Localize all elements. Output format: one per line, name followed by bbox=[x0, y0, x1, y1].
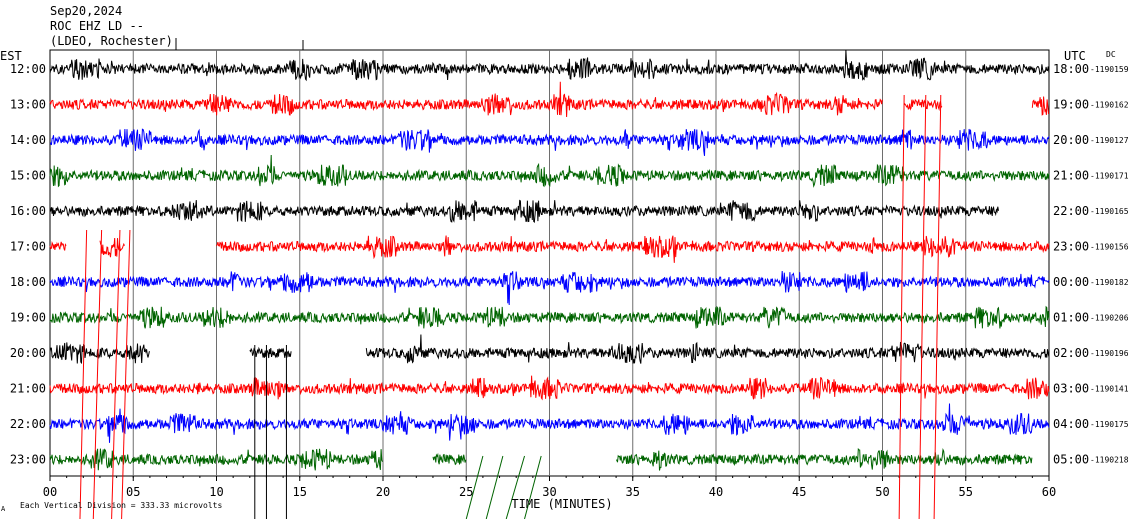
row-dc-offset: -1190156 bbox=[1090, 243, 1129, 252]
seismic-trace bbox=[49, 305, 1050, 329]
row-label-local: 19:00 bbox=[10, 311, 46, 325]
x-tick-label: 40 bbox=[709, 485, 723, 499]
seismic-trace bbox=[49, 50, 1050, 82]
x-tick-label: 60 bbox=[1042, 485, 1056, 499]
row-dc-offset: -1190218 bbox=[1090, 456, 1129, 465]
seismic-trace bbox=[49, 154, 1050, 188]
dc-label: DC bbox=[1106, 50, 1116, 59]
row-dc-offset: -1190165 bbox=[1090, 207, 1129, 216]
spike-line bbox=[505, 455, 526, 519]
row-label-utc: 00:00 bbox=[1053, 275, 1089, 289]
row-dc-offset: -1190171 bbox=[1090, 172, 1129, 181]
scale-mark: A bbox=[1, 505, 6, 513]
row-label-utc: 20:00 bbox=[1053, 133, 1089, 147]
seismic-trace bbox=[903, 98, 943, 112]
station-label: ROC EHZ LD -- bbox=[50, 19, 144, 33]
row-dc-offset: -1190175 bbox=[1090, 420, 1129, 429]
row-label-local: 12:00 bbox=[10, 62, 46, 76]
row-label-utc: 03:00 bbox=[1053, 382, 1089, 396]
seismic-trace bbox=[365, 334, 1050, 364]
row-label-utc: 23:00 bbox=[1053, 240, 1089, 254]
row-label-local: 13:00 bbox=[10, 98, 46, 112]
spike-line bbox=[79, 229, 88, 519]
spike-line bbox=[918, 94, 927, 519]
row-dc-offset: -1190196 bbox=[1090, 349, 1129, 358]
row-dc-offset: -1190141 bbox=[1090, 385, 1129, 394]
row-label-local: 16:00 bbox=[10, 204, 46, 218]
seismic-trace bbox=[1031, 96, 1049, 116]
row-dc-offset: -1190127 bbox=[1090, 136, 1129, 145]
x-tick-label: 00 bbox=[43, 485, 57, 499]
seismic-trace bbox=[616, 447, 1033, 471]
date-label: Sep20,2024 bbox=[50, 4, 123, 18]
spike-line bbox=[111, 229, 121, 519]
row-dc-offset: -1190162 bbox=[1090, 101, 1129, 110]
row-label-utc: 18:00 bbox=[1053, 62, 1089, 76]
spike-line bbox=[121, 229, 131, 519]
spike-line bbox=[485, 455, 504, 519]
row-dc-offset: -1190159 bbox=[1090, 65, 1129, 74]
x-tick-label: 15 bbox=[293, 485, 307, 499]
row-dc-offset: -1190182 bbox=[1090, 278, 1129, 287]
seismic-trace bbox=[49, 448, 383, 471]
scale-note: Each Vertical Division = 333.33 microvol… bbox=[20, 501, 222, 510]
x-axis-label: TIME (MINUTES) bbox=[511, 497, 612, 511]
x-tick-label: 20 bbox=[376, 485, 390, 499]
seismic-trace bbox=[49, 403, 1050, 443]
spike-line bbox=[92, 229, 103, 519]
spike-line bbox=[524, 455, 542, 519]
seismic-trace bbox=[49, 375, 1050, 401]
seismic-trace bbox=[49, 270, 1050, 306]
spike-line bbox=[898, 94, 905, 519]
left-timezone-label: EST bbox=[0, 49, 22, 63]
spike-line bbox=[465, 455, 484, 519]
row-dc-offset: -1190206 bbox=[1090, 314, 1129, 323]
row-label-utc: 01:00 bbox=[1053, 311, 1089, 325]
row-label-local: 21:00 bbox=[10, 382, 46, 396]
row-label-utc: 02:00 bbox=[1053, 346, 1089, 360]
x-tick-label: 25 bbox=[459, 485, 473, 499]
x-tick-label: 45 bbox=[792, 485, 806, 499]
x-tick-label: 10 bbox=[209, 485, 223, 499]
x-tick-label: 55 bbox=[959, 485, 973, 499]
row-label-local: 17:00 bbox=[10, 240, 46, 254]
seismic-trace bbox=[49, 81, 883, 118]
row-label-utc: 05:00 bbox=[1053, 453, 1089, 467]
x-tick-label: 05 bbox=[126, 485, 140, 499]
seismic-trace bbox=[216, 235, 1050, 263]
right-timezone-label: UTC bbox=[1064, 49, 1086, 63]
x-tick-label: 50 bbox=[875, 485, 889, 499]
row-label-local: 23:00 bbox=[10, 453, 46, 467]
row-label-local: 22:00 bbox=[10, 417, 46, 431]
seismic-trace bbox=[99, 237, 125, 258]
row-label-local: 18:00 bbox=[10, 275, 46, 289]
seismic-trace bbox=[49, 199, 999, 224]
seismic-trace bbox=[49, 240, 67, 251]
seismic-trace bbox=[49, 342, 150, 365]
row-label-local: 20:00 bbox=[10, 346, 46, 360]
spike-line bbox=[933, 94, 942, 519]
x-tick-label: 30 bbox=[542, 485, 556, 499]
x-tick-label: 35 bbox=[626, 485, 640, 499]
row-label-local: 15:00 bbox=[10, 169, 46, 183]
row-label-local: 14:00 bbox=[10, 133, 46, 147]
seismic-trace bbox=[249, 346, 292, 359]
row-label-utc: 04:00 bbox=[1053, 417, 1089, 431]
seismic-trace bbox=[49, 128, 1050, 156]
network-label: (LDEO, Rochester) bbox=[50, 34, 173, 48]
row-label-utc: 19:00 bbox=[1053, 98, 1089, 112]
row-label-utc: 21:00 bbox=[1053, 169, 1089, 183]
row-label-utc: 22:00 bbox=[1053, 204, 1089, 218]
seismic-trace bbox=[432, 452, 467, 466]
